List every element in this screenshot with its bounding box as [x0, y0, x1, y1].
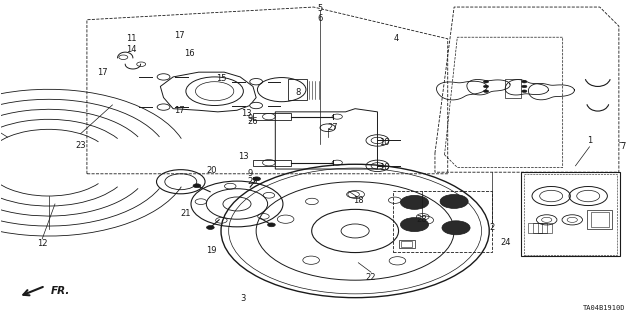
Text: 17: 17 [97, 68, 108, 77]
Text: 19: 19 [206, 246, 217, 255]
Text: 4: 4 [394, 34, 399, 43]
Circle shape [442, 221, 470, 235]
Circle shape [207, 226, 214, 229]
Circle shape [253, 177, 260, 181]
Text: TA04B1910D: TA04B1910D [583, 305, 625, 311]
Text: 13: 13 [238, 152, 249, 161]
Circle shape [522, 90, 527, 93]
Text: 7: 7 [621, 142, 626, 151]
Text: 26: 26 [248, 117, 259, 126]
Bar [253, 160, 291, 166]
Text: 20: 20 [206, 166, 217, 175]
Circle shape [268, 223, 275, 227]
Text: 22: 22 [366, 272, 376, 281]
Circle shape [522, 85, 527, 88]
Text: 13: 13 [241, 109, 252, 118]
Text: 9: 9 [247, 114, 252, 123]
Text: 24: 24 [500, 238, 511, 247]
Bar [532, 223, 547, 233]
Text: 28: 28 [417, 215, 428, 224]
Text: 27: 27 [328, 123, 338, 132]
Text: 23: 23 [76, 141, 86, 150]
Circle shape [483, 90, 488, 93]
Circle shape [250, 78, 262, 85]
Text: 10: 10 [379, 163, 389, 172]
Circle shape [440, 195, 468, 208]
Circle shape [522, 80, 527, 83]
Bar [505, 78, 521, 98]
Text: 5: 5 [317, 4, 323, 13]
Text: 25: 25 [248, 177, 258, 186]
Text: 15: 15 [216, 74, 227, 83]
Circle shape [401, 196, 429, 209]
Circle shape [157, 104, 170, 110]
Text: 11: 11 [126, 34, 137, 43]
Text: 3: 3 [241, 294, 246, 303]
Text: 12: 12 [37, 239, 47, 248]
Circle shape [250, 102, 262, 109]
Bar [538, 223, 552, 233]
Bar [521, 172, 620, 256]
Text: 17: 17 [174, 106, 185, 115]
Bar [394, 191, 492, 252]
Text: 6: 6 [317, 14, 323, 23]
Circle shape [483, 85, 488, 88]
Text: FR.: FR. [51, 286, 70, 296]
Circle shape [193, 184, 201, 188]
Circle shape [401, 218, 429, 232]
Bar [527, 223, 542, 233]
Text: 17: 17 [174, 31, 185, 40]
Bar [253, 114, 291, 120]
Bar [401, 241, 412, 247]
Text: 18: 18 [353, 196, 364, 205]
Bar [524, 174, 617, 255]
Bar [591, 212, 609, 227]
Text: 1: 1 [587, 136, 592, 145]
Bar [399, 240, 415, 248]
Circle shape [157, 74, 170, 80]
Bar [587, 210, 612, 229]
Text: 21: 21 [180, 209, 191, 218]
Text: 14: 14 [126, 45, 137, 55]
Text: 2: 2 [490, 223, 495, 232]
Text: 9: 9 [247, 169, 252, 178]
Text: 8: 8 [295, 88, 300, 97]
Text: 10: 10 [379, 137, 389, 146]
Text: 16: 16 [184, 48, 195, 58]
Bar [288, 79, 307, 100]
Circle shape [483, 80, 488, 83]
